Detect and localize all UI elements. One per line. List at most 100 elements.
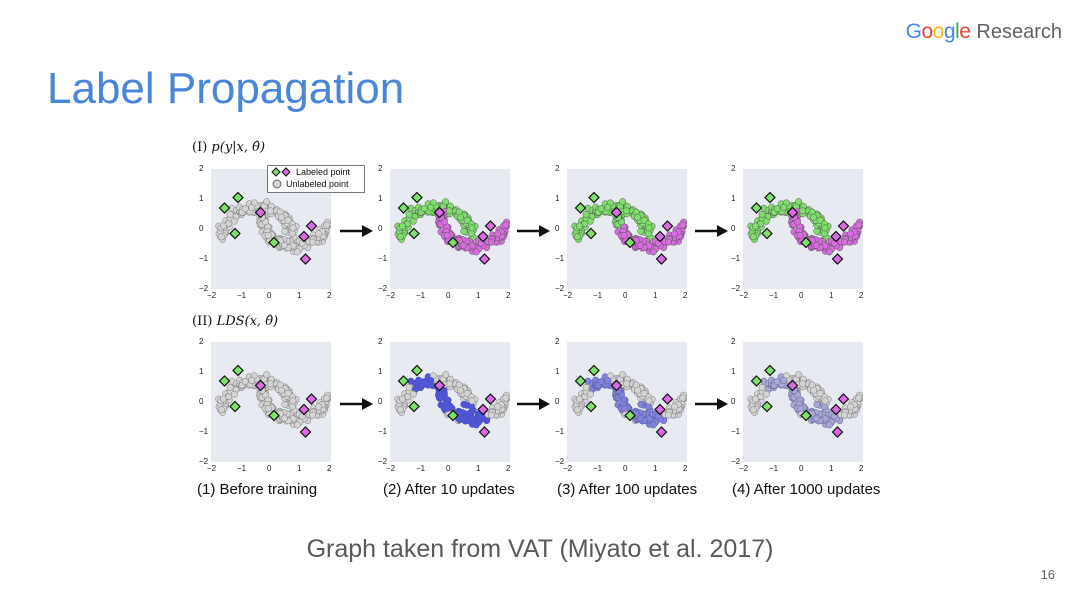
labeled-point-magenta — [478, 253, 491, 265]
unlabeled-point — [278, 213, 285, 221]
logo-letter-4: l — [955, 20, 960, 43]
y-tick-label: 0 — [731, 224, 736, 233]
lds-point — [472, 421, 480, 429]
labeled-point-magenta — [433, 206, 446, 219]
logo-letter-2: o — [932, 20, 945, 43]
unlabeled-point — [841, 411, 848, 419]
unlabeled-point — [810, 213, 817, 221]
lds-point — [604, 377, 612, 384]
x-tick-label: −2 — [207, 291, 217, 300]
caption-3: (3) After 100 updates — [557, 481, 698, 498]
labeled-point-green — [232, 364, 244, 377]
y-tick-label: −1 — [555, 427, 565, 436]
labeled-point-green — [585, 227, 597, 240]
labeled-point-green — [268, 236, 280, 249]
labeled-point-magenta — [661, 393, 674, 405]
unlabeled-point — [409, 217, 417, 225]
labeled-point-green — [585, 400, 597, 413]
labeled-point-green — [411, 364, 423, 377]
labeled-point-green — [229, 400, 241, 413]
research-wordmark: Research — [976, 21, 1062, 43]
unlabeled-point — [502, 394, 510, 402]
labeled-point-green — [764, 364, 776, 377]
unlabeled-point — [762, 217, 770, 225]
labeled-point-magenta — [298, 403, 310, 416]
unlabeled-point — [457, 213, 464, 221]
labeled-point-green — [761, 400, 773, 413]
unlabeled-point — [405, 383, 413, 391]
caption-1: (1) Before training — [197, 481, 318, 498]
unlabeled-point — [816, 389, 824, 397]
labeled-point-magenta — [299, 426, 312, 438]
lds-point — [597, 378, 605, 385]
x-tick-label: −2 — [386, 291, 396, 300]
y-tick-label: 2 — [378, 337, 383, 346]
unlabeled-point — [799, 380, 806, 388]
y-tick-label: −2 — [199, 284, 209, 293]
labeled-point-green — [397, 375, 410, 387]
labeled-point-magenta — [305, 393, 318, 405]
y-tick-label: 2 — [378, 164, 383, 173]
unlabeled-point — [855, 221, 863, 229]
labeled-point-green — [218, 202, 231, 214]
scatter-plot — [390, 342, 511, 462]
labeled-point-magenta — [654, 403, 666, 416]
unlabeled-point — [264, 232, 272, 239]
panel-row1-col1: 2 1 0 −1 −2 −2 −1 0 1 2 — [197, 164, 347, 305]
unlabeled-point — [420, 205, 428, 213]
unlabeled-point — [267, 380, 274, 388]
unlabeled-point — [241, 205, 249, 213]
unlabeled-point — [267, 207, 274, 215]
unlabeled-point — [248, 376, 256, 384]
x-tick-label: 0 — [623, 464, 628, 473]
unlabeled-point — [821, 397, 829, 405]
unlabeled-point — [582, 383, 590, 391]
unlabeled-point — [645, 397, 653, 405]
unlabeled-point — [226, 383, 234, 391]
labeled-point-magenta — [433, 379, 446, 392]
lds-point — [645, 403, 652, 410]
x-tick-label: 1 — [653, 464, 658, 473]
x-tick-label: −1 — [593, 464, 603, 473]
y-tick-label: 1 — [378, 194, 383, 203]
unlabeled-point — [573, 233, 581, 241]
y-tick-label: −2 — [378, 457, 388, 466]
unlabeled-point — [463, 389, 471, 397]
logo-letter-3: g — [943, 20, 956, 43]
x-tick-label: 0 — [446, 291, 451, 300]
unlabeled-point — [230, 390, 238, 398]
unlabeled-point — [796, 405, 804, 412]
panel-row2-col2: 2 1 0 −1 −2 −2 −1 0 1 2 — [376, 337, 526, 478]
google-wordmark: Google — [906, 20, 971, 44]
unlabeled-point — [575, 222, 583, 230]
unlabeled-point — [459, 241, 467, 249]
unlabeled-point — [396, 233, 404, 241]
labeled-point-magenta — [837, 393, 850, 405]
unlabeled-point — [821, 224, 829, 232]
labeled-point-magenta — [654, 230, 666, 243]
slide-title: Label Propagation — [47, 64, 405, 113]
scatter-plot — [211, 169, 332, 289]
row1-label-prefix: (I) — [192, 140, 208, 155]
labeled-point-magenta — [830, 230, 842, 243]
unlabeled-point — [749, 406, 757, 414]
unlabeled-point — [640, 389, 648, 397]
y-tick-label: −1 — [731, 254, 741, 263]
unlabeled-point — [813, 400, 821, 408]
unlabeled-point — [762, 390, 770, 398]
y-tick-label: 2 — [199, 164, 204, 173]
arrow-right-icon — [517, 398, 550, 410]
unlabeled-point — [758, 383, 766, 391]
legend-labeled-text: Labeled point — [296, 167, 351, 177]
unlabeled-point — [623, 380, 630, 388]
row2-label-formula: LDS(x, θ̂) — [216, 314, 279, 329]
x-tick-label: −1 — [237, 464, 247, 473]
labeled-point-magenta — [484, 220, 497, 232]
y-tick-label: 0 — [731, 397, 736, 406]
unlabeled-point — [636, 241, 644, 249]
unlabeled-point — [810, 386, 817, 394]
row1-label-formula: p(y|x, θ̂) — [211, 140, 266, 155]
x-tick-label: 0 — [799, 291, 804, 300]
y-tick-label: −1 — [731, 427, 741, 436]
labeled-point-green — [397, 202, 410, 214]
